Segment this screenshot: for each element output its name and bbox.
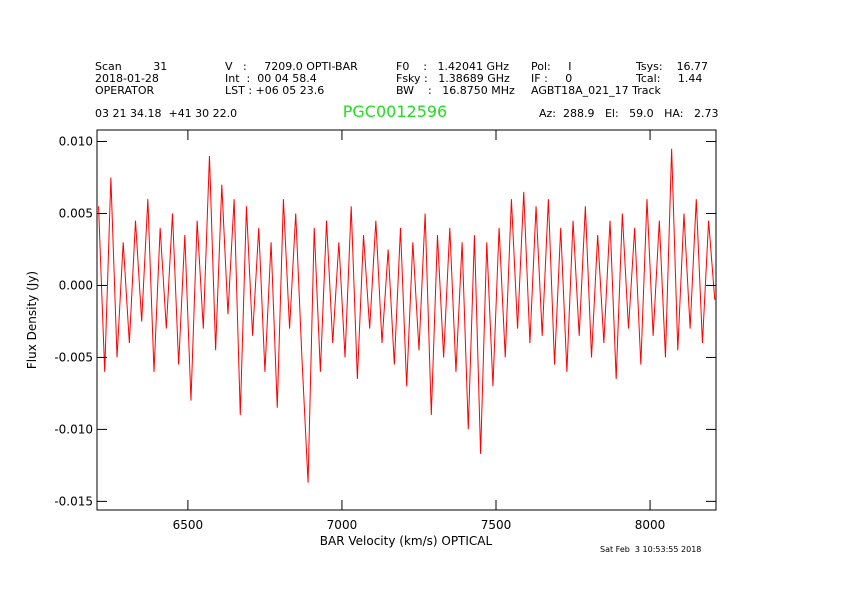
header-text: Pol: I [531, 60, 571, 73]
footer-date: Sat Feb 3 10:53:55 2018 [600, 545, 701, 554]
header-text: LST : +06 05 23.6 [225, 84, 324, 97]
header-text: F0 : 1.42041 GHz [396, 60, 509, 73]
y-tick-label: -0.015 [54, 494, 93, 508]
header-text: V : 7209.0 OPTI-BAR [225, 60, 358, 73]
header-text: Scan 31 [95, 60, 167, 73]
x-tick-label: 7500 [481, 518, 512, 532]
y-tick-label: 0.005 [59, 206, 93, 220]
coords: 03 21 34.18 +41 30 22.0 [95, 107, 237, 120]
header-text: Fsky : 1.38689 GHz [396, 72, 510, 85]
header-text: 2018-01-28 [95, 72, 159, 85]
header-text: Int : 00 04 58.4 [225, 72, 317, 85]
x-tick-label: 6500 [173, 518, 204, 532]
y-tick-label: 0.000 [59, 278, 93, 292]
y-tick-label: -0.010 [54, 422, 93, 436]
x-tick-label: 7000 [327, 518, 358, 532]
header-text: OPERATOR [95, 84, 154, 97]
header-text: Tsys: 16.77 [635, 60, 708, 73]
y-tick-label: 0.010 [59, 135, 93, 149]
y-axis-label: Flux Density (Jy) [25, 271, 39, 369]
plot-frame [96, 129, 717, 511]
spectrum-line [98, 148, 716, 483]
header-text: Tcal: 1.44 [635, 72, 702, 85]
header-text: AGBT18A_021_17 Track [531, 84, 662, 97]
header-text: BW : 16.8750 MHz [396, 84, 515, 97]
x-tick-label: 8000 [635, 518, 666, 532]
header-text: IF : 0 [531, 72, 572, 85]
chart-title: PGC0012596 [343, 102, 447, 121]
y-tick-label: -0.005 [54, 350, 93, 364]
pointing: Az: 288.9 El: 59.0 HA: 2.73 [539, 107, 718, 120]
x-axis-label: BAR Velocity (km/s) OPTICAL [320, 534, 493, 548]
